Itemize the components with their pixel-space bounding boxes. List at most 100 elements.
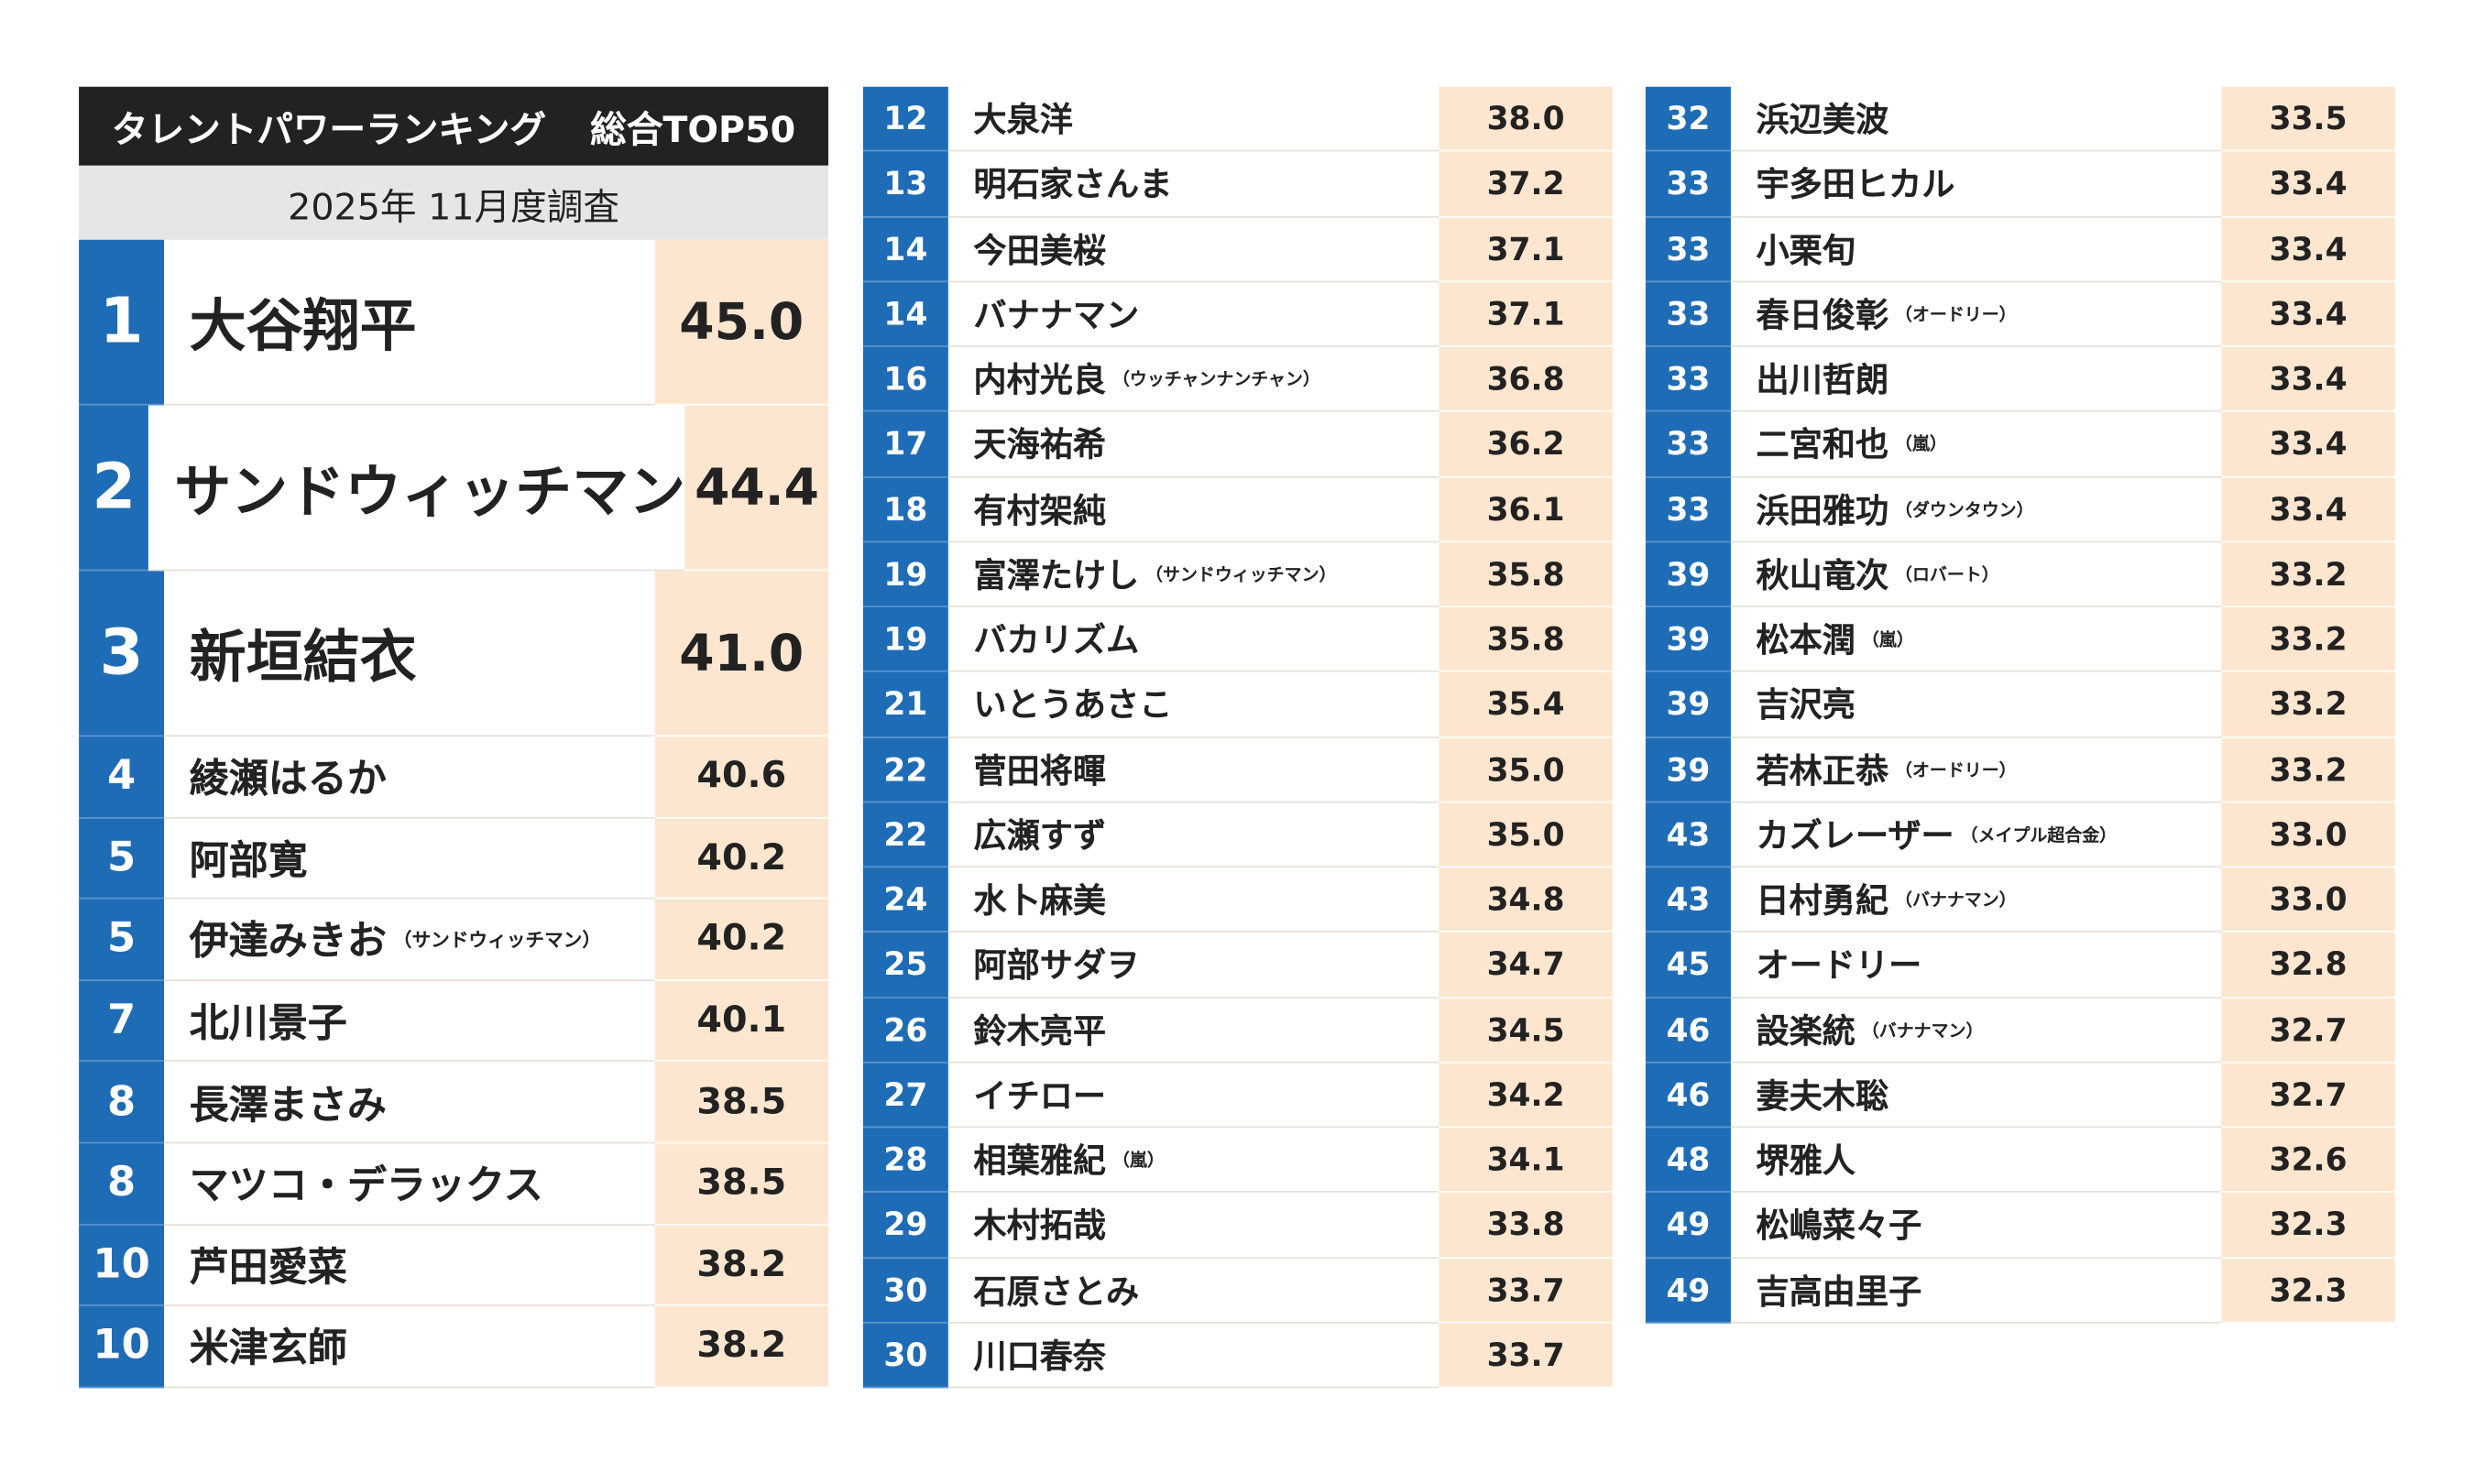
name: バカリズム	[973, 621, 1140, 660]
score: 44.4	[685, 405, 828, 572]
ranking-row: 14 今田美桜 37.1	[862, 216, 1613, 282]
affiliation: （バナナマン）	[1861, 1020, 1984, 1041]
name-cell: オードリー	[1730, 933, 2222, 998]
name-cell: 木村拓哉	[947, 1193, 1440, 1259]
ranking-row: 33 二宮和也 （嵐） 33.4	[1645, 411, 2395, 477]
score: 40.2	[654, 817, 828, 900]
affiliation: （ウッチャンナンチャン）	[1111, 369, 1320, 390]
affiliation: （ロバート）	[1895, 564, 1999, 585]
name-cell: 水卜麻美	[947, 867, 1440, 933]
name: オードリー	[1756, 946, 1922, 986]
rank: 33	[1645, 281, 1731, 347]
affiliation: （オードリー）	[1895, 304, 2017, 325]
name-cell: 富澤たけし （サンドウィッチマン）	[947, 542, 1440, 607]
ranking-row: 10 米津玄師 38.2	[79, 1306, 828, 1388]
rank: 39	[1645, 541, 1731, 607]
rank: 46	[1645, 1063, 1731, 1129]
score: 32.8	[2221, 933, 2395, 998]
name: 今田美桜	[973, 231, 1107, 269]
name: 若林正恭	[1756, 751, 1889, 791]
name: 富澤たけし	[973, 556, 1140, 595]
name: 広瀬すず	[973, 816, 1107, 856]
rank: 10	[79, 1306, 165, 1388]
score: 37.1	[1439, 281, 1613, 347]
ranking-row: 5 伊達みきお （サンドウィッチマン） 40.2	[79, 899, 828, 981]
rank: 5	[79, 899, 165, 981]
name: 松本潤	[1756, 621, 1856, 660]
name: 菅田将暉	[973, 751, 1107, 791]
score: 38.2	[654, 1225, 828, 1307]
score: 33.4	[2221, 281, 2395, 347]
score: 34.5	[1439, 998, 1613, 1064]
score: 32.6	[2221, 1128, 2395, 1194]
score: 33.7	[1439, 1258, 1613, 1324]
ranking-row: 32 浜辺美波 33.5	[1645, 86, 2395, 152]
header-title: タレントパワーランキング	[111, 110, 546, 152]
rank: 29	[862, 1193, 948, 1259]
name-cell: サンドウィッチマン	[148, 406, 686, 572]
name-cell: 有村架純	[947, 477, 1440, 542]
rank: 14	[862, 216, 948, 282]
score: 33.2	[2221, 737, 2395, 803]
score: 38.5	[654, 1143, 828, 1226]
rank: 13	[862, 151, 948, 217]
name: 水卜麻美	[973, 881, 1107, 921]
score: 34.7	[1439, 933, 1613, 998]
rank: 8	[79, 1062, 165, 1144]
rank: 18	[862, 476, 948, 542]
ranking-row: 28 相葉雅紀 （嵐） 34.1	[862, 1128, 1613, 1194]
name-cell: 新垣結衣	[164, 571, 655, 737]
ranking-row: 39 吉沢亮 33.2	[1645, 671, 2395, 737]
rank: 33	[1645, 216, 1731, 282]
ranking-row: 12 大泉洋 38.0	[862, 86, 1613, 152]
ranking-row: 30 石原さとみ 33.7	[862, 1258, 1613, 1324]
name-cell: 松嶋菜々子	[1730, 1193, 2222, 1259]
rank: 46	[1645, 998, 1731, 1064]
name: 北川景子	[189, 999, 347, 1046]
name: 二宮和也	[1756, 426, 1889, 464]
name: 松嶋菜々子	[1756, 1206, 1922, 1246]
score: 33.4	[2221, 346, 2395, 412]
name: 浜田雅功	[1756, 491, 1889, 529]
score: 38.0	[1439, 86, 1613, 152]
score: 32.7	[2221, 1063, 2395, 1129]
ranking-row: 18 有村架純 36.1	[862, 476, 1613, 542]
name-cell: 川口春奈	[947, 1323, 1440, 1389]
affiliation: （オードリー）	[1895, 759, 2017, 780]
name: 大谷翔平	[189, 294, 417, 360]
affiliation: （嵐）	[1895, 434, 1947, 455]
ranking-row: 25 阿部サダヲ 34.7	[862, 933, 1613, 998]
affiliation: （嵐）	[1861, 629, 1914, 650]
rank: 43	[1645, 802, 1731, 868]
rank: 49	[1645, 1193, 1731, 1259]
score: 33.2	[2221, 606, 2395, 672]
name-cell: 綾瀬はるか	[164, 737, 655, 818]
score: 37.1	[1439, 216, 1613, 282]
rank: 8	[79, 1143, 165, 1226]
name-cell: 米津玄師	[164, 1306, 655, 1388]
rank: 39	[1645, 606, 1731, 672]
name: 日村勇紀	[1756, 881, 1889, 921]
name-cell: 菅田将暉	[947, 737, 1440, 803]
name: 設楽統	[1756, 1011, 1856, 1051]
ranking-row: 48 堺雅人 32.6	[1645, 1128, 2395, 1194]
affiliation: （メイプル超合金）	[1960, 824, 2118, 846]
name: 鈴木亮平	[973, 1011, 1107, 1051]
ranking-row: 8 マツコ・デラックス 38.5	[79, 1143, 828, 1226]
name-cell: 芦田愛菜	[164, 1225, 655, 1307]
name: 天海祐希	[973, 426, 1107, 464]
name-cell: 大谷翔平	[164, 240, 655, 406]
name: バナナマン	[973, 296, 1140, 334]
name-cell: 浜田雅功 （ダウンタウン）	[1730, 477, 2222, 542]
score: 33.4	[2221, 151, 2395, 217]
rank: 30	[862, 1258, 948, 1324]
score: 40.2	[654, 899, 828, 981]
score: 40.6	[654, 737, 828, 818]
name: 新垣結衣	[189, 626, 417, 692]
rank: 33	[1645, 346, 1731, 412]
rank: 3	[79, 571, 165, 737]
ranking-row: 33 宇多田ヒカル 33.4	[1645, 151, 2395, 217]
ranking-row: 39 若林正恭 （オードリー） 33.2	[1645, 737, 2395, 803]
